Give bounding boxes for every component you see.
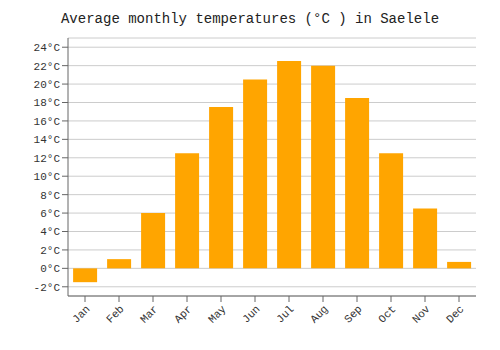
svg-text:Aug: Aug (308, 303, 330, 325)
svg-text:Oct: Oct (376, 303, 398, 325)
svg-text:Jun: Jun (240, 303, 262, 325)
svg-text:-2°C: -2°C (34, 282, 61, 294)
svg-text:22°C: 22°C (34, 61, 61, 73)
html-text:Average monthly temperatures (: Average monthly temperatures (°C ) in Sa… (61, 11, 439, 27)
svg-text:4°C: 4°C (40, 226, 60, 238)
svg-text:May: May (206, 303, 229, 326)
svg-text:Mar: Mar (138, 303, 160, 325)
svg-text:12°C: 12°C (34, 153, 61, 165)
svg-text:20°C: 20°C (34, 79, 61, 91)
svg-text:14°C: 14°C (34, 134, 61, 146)
svg-text:Sep: Sep (342, 303, 364, 325)
svg-text:2°C: 2°C (40, 245, 60, 257)
svg-text:Jan: Jan (70, 303, 92, 325)
svg-text:Nov: Nov (410, 303, 433, 326)
svg-text:Dec: Dec (444, 303, 466, 325)
svg-text:10°C: 10°C (34, 171, 61, 183)
svg-text:24°C: 24°C (34, 42, 61, 54)
svg-text:Apr: Apr (172, 303, 194, 325)
svg-text:18°C: 18°C (34, 97, 61, 109)
svg-text:Feb: Feb (104, 303, 126, 325)
svg-text:16°C: 16°C (34, 116, 61, 128)
svg-text:0°C: 0°C (40, 263, 60, 275)
svg-text:Jul: Jul (274, 303, 296, 325)
svg-text:6°C: 6°C (40, 208, 60, 220)
svg-text:8°C: 8°C (40, 190, 60, 202)
